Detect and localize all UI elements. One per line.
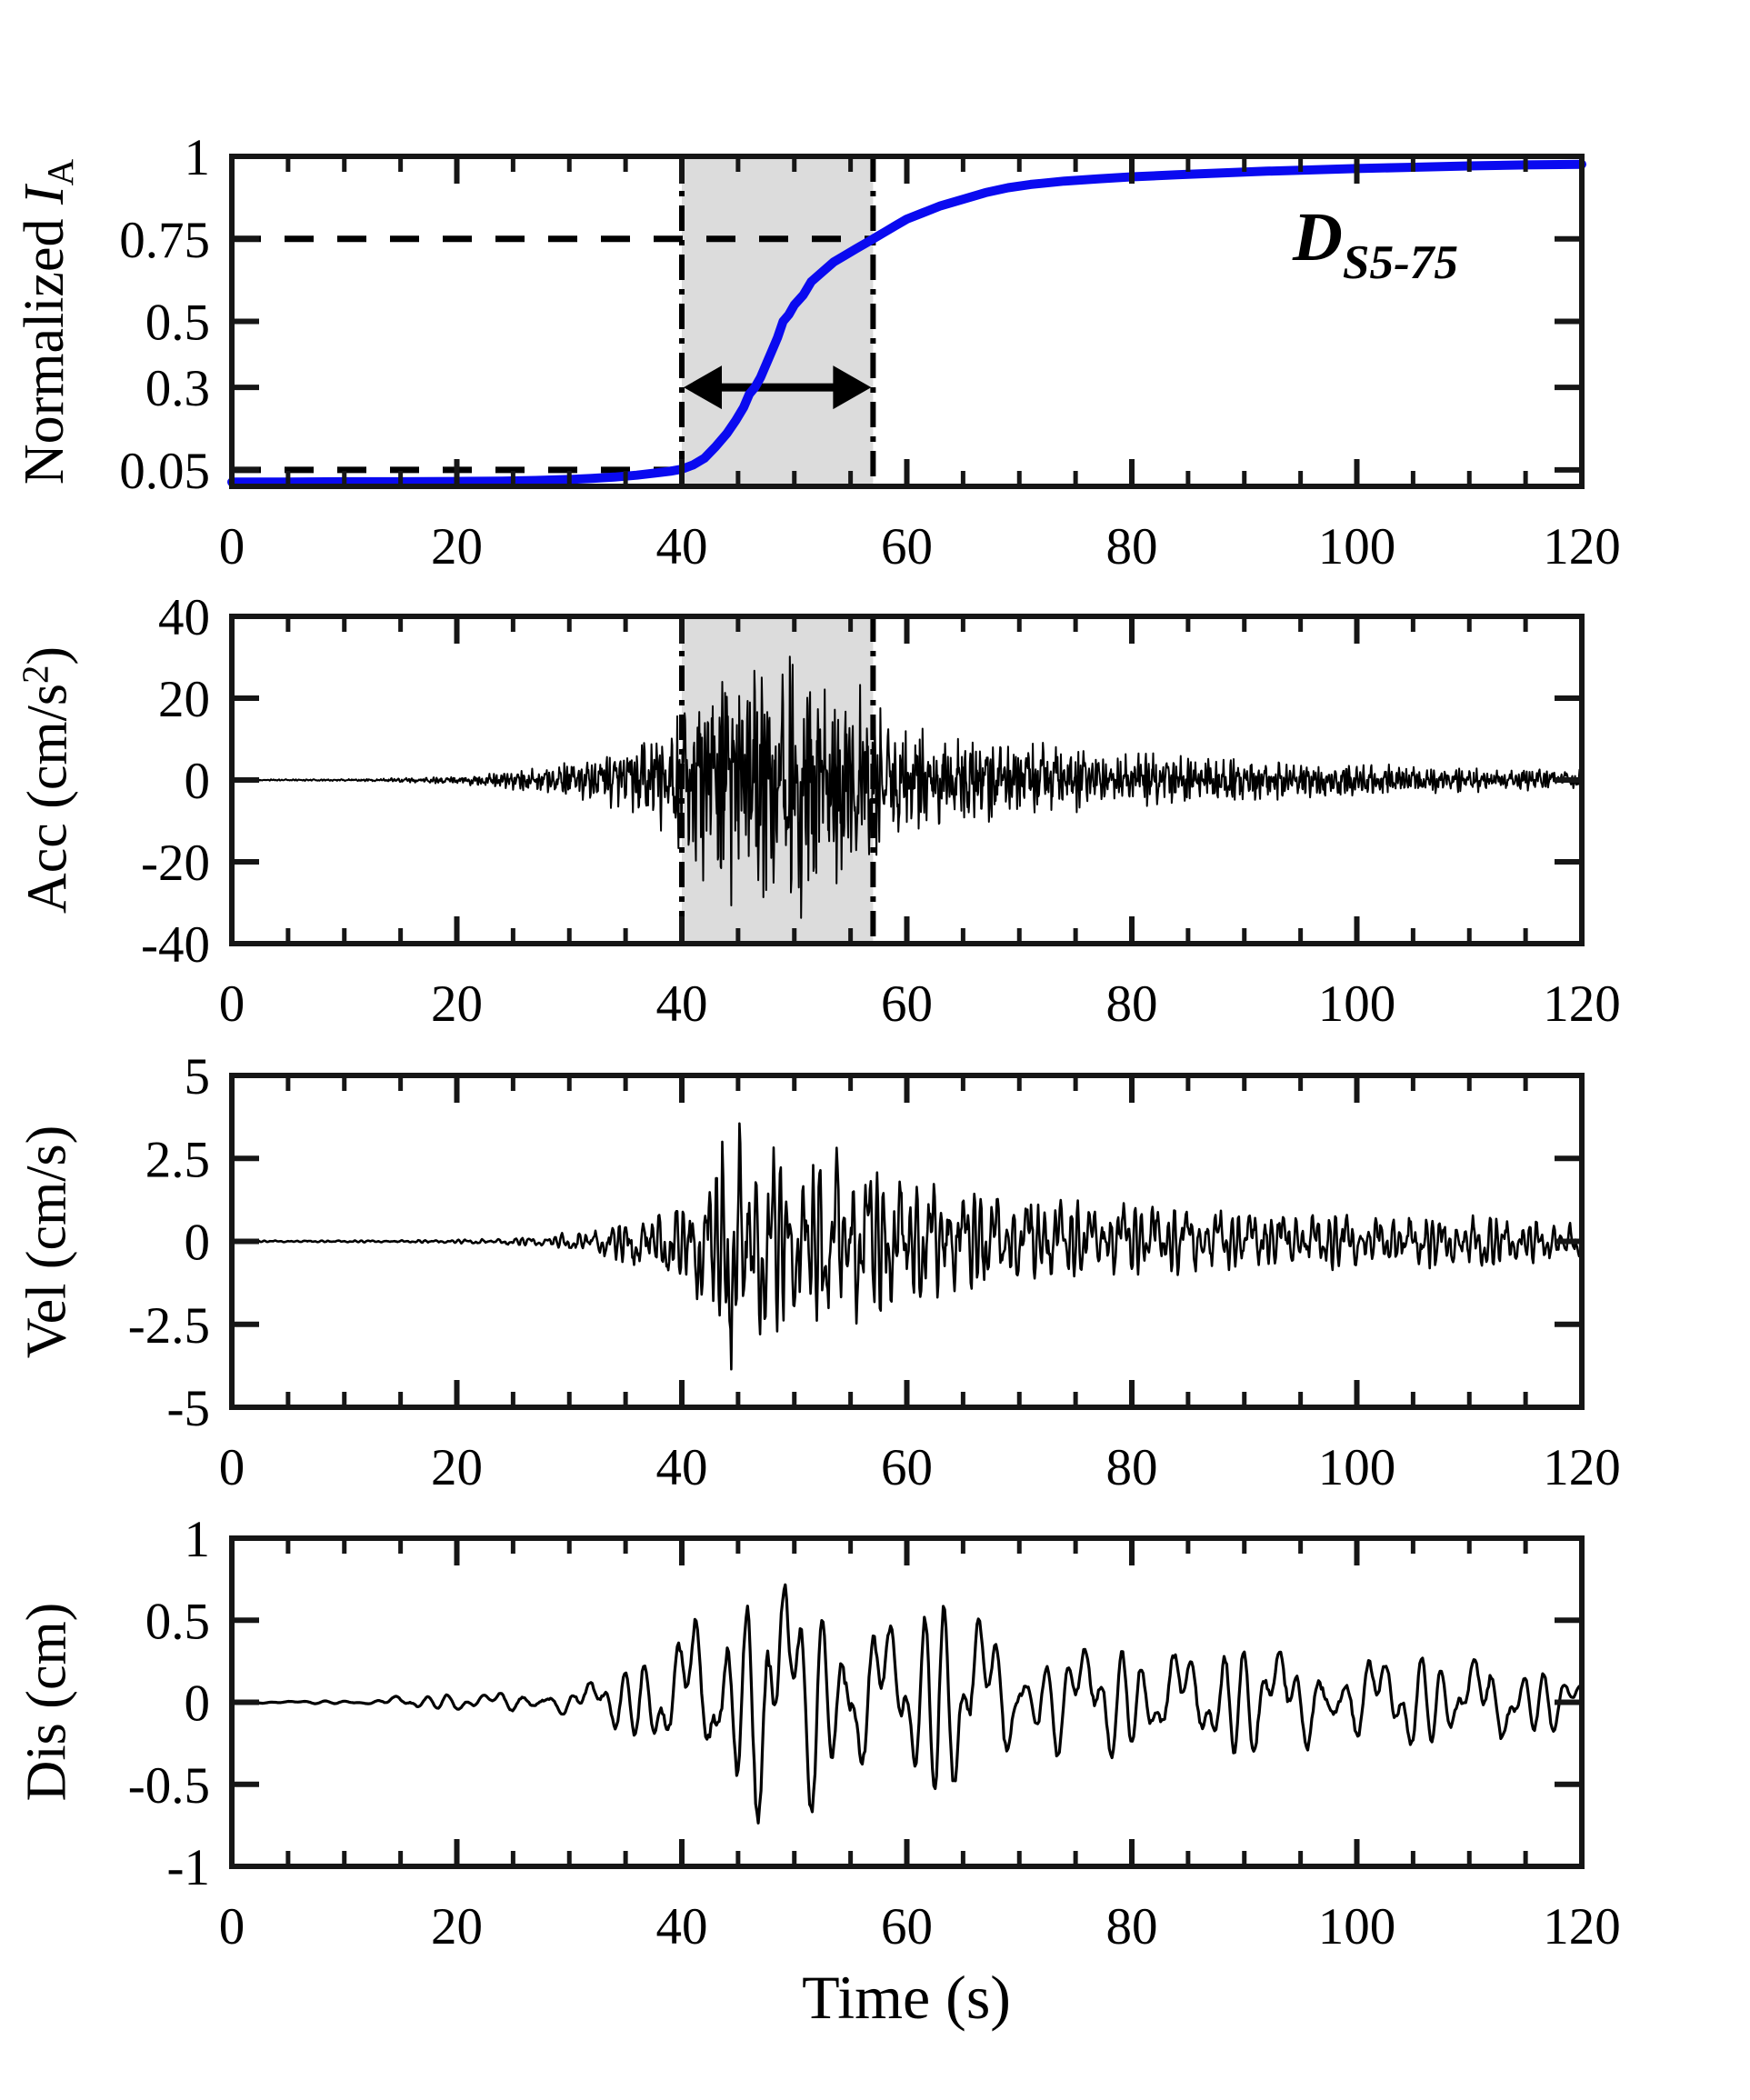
y-axis-label-arias-text: Normalized	[13, 205, 75, 485]
x-tick-label: 60	[881, 1898, 933, 1955]
y-tick-label: 0.5	[145, 1593, 210, 1650]
panel-acc: 0 20 40 60 80 100 120 -40 -20 0 20 40	[141, 589, 1621, 1033]
y-axis-label-arias-subscript: A	[40, 158, 82, 186]
y-tick-label: -40	[141, 916, 210, 974]
panel-acc-tick-labels: 0 20 40 60 80 100 120 -40 -20 0 20 40	[141, 589, 1621, 1033]
x-tick-label: 120	[1543, 1439, 1621, 1496]
x-tick-label: 0	[219, 975, 245, 1033]
x-tick-label: 100	[1318, 1439, 1396, 1496]
x-tick-label: 60	[881, 518, 933, 575]
y-tick-label: 0.75	[119, 212, 210, 269]
x-tick-label: 120	[1543, 1898, 1621, 1955]
panel-vel-tick-labels: 0 20 40 60 80 100 120 -5 -2.5 0 2.5 5	[128, 1048, 1621, 1496]
y-axis-label-acc-superscript: 2	[15, 665, 56, 685]
x-tick-label: 100	[1318, 518, 1396, 575]
vel-trace	[231, 1122, 1584, 1371]
y-tick-label: 0.3	[145, 360, 210, 417]
y-tick-label: -20	[141, 835, 210, 892]
y-tick-label: 0	[185, 1215, 211, 1272]
x-axis-label: Time (s)	[802, 1963, 1011, 2032]
x-tick-label: 20	[431, 518, 483, 575]
significant-duration-shade	[682, 156, 874, 486]
y-axis-label-vel-text: Vel (cm/s)	[15, 1125, 78, 1359]
y-tick-label: -5	[167, 1380, 210, 1437]
x-tick-label: 0	[219, 1898, 245, 1955]
y-tick-label: -1	[167, 1839, 210, 1896]
y-tick-label: 0	[185, 1675, 211, 1733]
y-axis-label-vel: Vel (cm/s)	[15, 1125, 80, 1359]
x-tick-label: 40	[656, 975, 708, 1033]
x-tick-label: 80	[1106, 518, 1158, 575]
panel-dis-tick-labels: 0 20 40 60 80 100 120 -1 -0.5 0 0.5 1	[128, 1511, 1621, 1955]
duration-arrow-left-head	[684, 365, 722, 410]
x-tick-label: 100	[1318, 975, 1396, 1033]
y-axis-label-dis-text: Dis (cm)	[15, 1602, 78, 1802]
y-tick-label: -0.5	[128, 1757, 210, 1815]
y-tick-label: 0	[185, 753, 211, 810]
y-tick-label: 1	[185, 1511, 211, 1568]
duration-annotation: DS5-75	[1293, 198, 1458, 290]
acc-trace	[231, 655, 1583, 919]
panel-dis: 0 20 40 60 80 100 120 -1 -0.5 0 0.5 1	[128, 1511, 1621, 1955]
panel-arias-tick-labels: 0 20 40 60 80 100 120 0.05 0.3 0.5 0.75 1	[119, 129, 1621, 575]
y-tick-label: 5	[185, 1048, 211, 1105]
y-tick-label: 1	[185, 129, 211, 186]
x-tick-label: 80	[1106, 975, 1158, 1033]
y-tick-label: 20	[158, 671, 210, 728]
y-axis-label-acc-close: )	[16, 645, 79, 665]
panel-acc-ticks	[229, 614, 1585, 946]
y-tick-label: 2.5	[145, 1131, 210, 1188]
x-tick-label: 60	[881, 975, 933, 1033]
x-tick-label: 120	[1543, 518, 1621, 575]
y-tick-label: 0.5	[145, 295, 210, 352]
x-tick-label: 40	[656, 518, 708, 575]
panel-arias-ticks	[229, 154, 1585, 486]
duration-annotation-subscript: S5-75	[1342, 235, 1458, 290]
x-tick-label: 80	[1106, 1439, 1158, 1496]
x-tick-label: 40	[656, 1439, 708, 1496]
x-tick-label: 40	[656, 1898, 708, 1955]
y-axis-label-acc-text: Acc (cm/s	[16, 684, 79, 915]
y-axis-label-dis: Dis (cm)	[15, 1603, 80, 1802]
x-tick-label: 0	[219, 518, 245, 575]
significant-duration-shade	[682, 616, 874, 944]
panel-dis-ticks	[229, 1535, 1585, 1869]
x-tick-label: 80	[1106, 1898, 1158, 1955]
panel-vel-ticks	[229, 1073, 1585, 1410]
x-tick-label: 0	[219, 1439, 245, 1496]
y-axis-label-acc: Acc (cm/s2)	[14, 646, 80, 914]
duration-arrow-right-head	[833, 365, 872, 410]
y-tick-label: 40	[158, 589, 210, 646]
panel-arias: 0 20 40 60 80 100 120 0.05 0.3 0.5 0.75 1	[119, 129, 1621, 575]
duration-annotation-main: D	[1293, 199, 1343, 275]
x-tick-label: 100	[1318, 1898, 1396, 1955]
y-tick-label: -2.5	[128, 1297, 210, 1355]
panel-vel: 0 20 40 60 80 100 120 -5 -2.5 0 2.5 5	[128, 1048, 1621, 1496]
x-tick-label: 20	[431, 1439, 483, 1496]
x-tick-label: 60	[881, 1439, 933, 1496]
y-axis-label-arias-symbol: I	[13, 185, 75, 205]
x-tick-label: 20	[431, 975, 483, 1033]
y-axis-label-arias: Normalized IA	[13, 159, 82, 485]
y-tick-label: 0.05	[119, 443, 210, 500]
x-tick-label: 20	[431, 1898, 483, 1955]
dis-trace	[231, 1583, 1584, 1825]
x-tick-label: 120	[1543, 975, 1621, 1033]
